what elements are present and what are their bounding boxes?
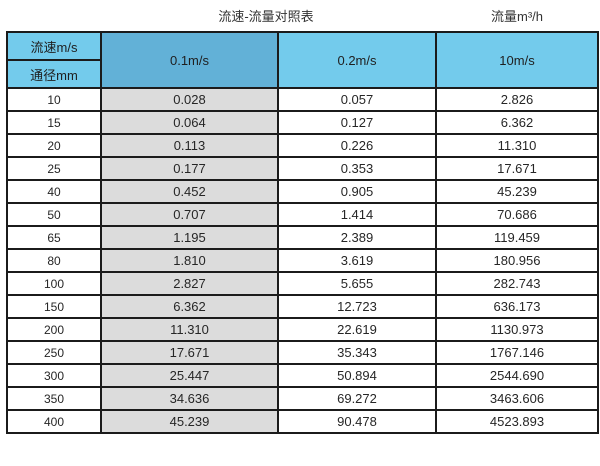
diameter-cell: 80 [6, 248, 102, 273]
value-cell-0-1ms: 34.636 [100, 386, 279, 411]
value-cell-0-1ms: 0.177 [100, 156, 279, 181]
value-cell-0-1ms: 1.195 [100, 225, 279, 250]
diameter-cell: 400 [6, 409, 102, 434]
table-row: 20 0.113 0.226 11.310 [6, 133, 599, 158]
table-row: 50 0.707 1.414 70.686 [6, 202, 599, 227]
value-cell-0-1ms: 0.452 [100, 179, 279, 204]
diameter-cell: 40 [6, 179, 102, 204]
value-cell-10ms: 45.239 [435, 179, 599, 204]
diameter-cell: 250 [6, 340, 102, 365]
diameter-cell: 65 [6, 225, 102, 250]
value-cell-0-2ms: 0.905 [277, 179, 437, 204]
value-cell-0-1ms: 0.064 [100, 110, 279, 135]
column-header-0-2ms: 0.2m/s [277, 31, 437, 89]
table-row: 65 1.195 2.389 119.459 [6, 225, 599, 250]
flow-table: 流速m/s 0.1m/s 0.2m/s 10m/s 通径mm 10 0.028 0.… [6, 31, 599, 434]
value-cell-0-1ms: 1.810 [100, 248, 279, 273]
value-cell-10ms: 4523.893 [435, 409, 599, 434]
table-body: 10 0.028 0.057 2.826 15 0.064 0.127 6.362 20 0.11… [6, 87, 599, 434]
velocity-unit-header: 流速m/s [6, 31, 102, 61]
diameter-cell: 50 [6, 202, 102, 227]
value-cell-0-2ms: 90.478 [277, 409, 437, 434]
table-row: 40 0.452 0.905 45.239 [6, 179, 599, 204]
table-row: 10 0.028 0.057 2.826 [6, 87, 599, 112]
value-cell-0-2ms: 0.057 [277, 87, 437, 112]
value-cell-0-2ms: 0.127 [277, 110, 437, 135]
value-cell-10ms: 1130.973 [435, 317, 599, 342]
diameter-cell: 200 [6, 317, 102, 342]
diameter-cell: 10 [6, 87, 102, 112]
value-cell-10ms: 17.671 [435, 156, 599, 181]
diameter-cell: 20 [6, 133, 102, 158]
value-cell-10ms: 119.459 [435, 225, 599, 250]
value-cell-10ms: 2.826 [435, 87, 599, 112]
value-cell-0-1ms: 11.310 [100, 317, 279, 342]
value-cell-0-2ms: 35.343 [277, 340, 437, 365]
value-cell-10ms: 636.173 [435, 294, 599, 319]
value-cell-10ms: 1767.146 [435, 340, 599, 365]
header-row-velocity: 流速m/s 0.1m/s 0.2m/s 10m/s [6, 31, 599, 89]
diameter-cell: 300 [6, 363, 102, 388]
header-row-diameter: 通径mm [6, 59, 598, 89]
table-row: 350 34.636 69.272 3463.606 [6, 386, 599, 411]
table-row: 250 17.671 35.343 1767.146 [6, 340, 599, 365]
diameter-cell: 150 [6, 294, 102, 319]
value-cell-0-2ms: 22.619 [277, 317, 437, 342]
table-row: 100 2.827 5.655 282.743 [6, 271, 599, 296]
value-cell-10ms: 3463.606 [435, 386, 599, 411]
value-cell-0-2ms: 69.272 [277, 386, 437, 411]
table-row: 80 1.810 3.619 180.956 [6, 248, 599, 273]
value-cell-10ms: 70.686 [435, 202, 599, 227]
diameter-cell: 100 [6, 271, 102, 296]
value-cell-0-1ms: 0.028 [100, 87, 279, 112]
table-row: 300 25.447 50.894 2544.690 [6, 363, 599, 388]
value-cell-0-1ms: 0.707 [100, 202, 279, 227]
value-cell-10ms: 6.362 [435, 110, 599, 135]
value-cell-0-1ms: 6.362 [100, 294, 279, 319]
value-cell-0-2ms: 1.414 [277, 202, 437, 227]
column-header-0-1ms: 0.1m/s [100, 31, 279, 89]
diameter-cell: 25 [6, 156, 102, 181]
caption-bar: 流速-流量对照表 流量m³/h [0, 0, 600, 31]
value-cell-0-2ms: 12.723 [277, 294, 437, 319]
table-row: 25 0.177 0.353 17.671 [6, 156, 599, 181]
flow-unit-label: 流量m³/h [490, 9, 544, 24]
value-cell-10ms: 180.956 [435, 248, 599, 273]
column-header-10ms: 10m/s [435, 31, 599, 89]
value-cell-0-2ms: 0.353 [277, 156, 437, 181]
value-cell-10ms: 282.743 [435, 271, 599, 296]
value-cell-0-1ms: 2.827 [100, 271, 279, 296]
table-row: 200 11.310 22.619 1130.973 [6, 317, 599, 342]
table-header: 流速m/s 0.1m/s 0.2m/s 10m/s 通径mm [6, 31, 599, 89]
value-cell-0-2ms: 50.894 [277, 363, 437, 388]
value-cell-0-1ms: 25.447 [100, 363, 279, 388]
value-cell-0-1ms: 45.239 [100, 409, 279, 434]
value-cell-0-2ms: 3.619 [277, 248, 437, 273]
table-row: 400 45.239 90.478 4523.893 [6, 409, 599, 434]
table-title: 流速-流量对照表 [218, 9, 314, 24]
value-cell-10ms: 11.310 [435, 133, 599, 158]
value-cell-0-1ms: 17.671 [100, 340, 279, 365]
value-cell-0-2ms: 2.389 [277, 225, 437, 250]
value-cell-0-2ms: 5.655 [277, 271, 437, 296]
value-cell-10ms: 2544.690 [435, 363, 599, 388]
table-row: 150 6.362 12.723 636.173 [6, 294, 599, 319]
value-cell-0-1ms: 0.113 [100, 133, 279, 158]
diameter-cell: 15 [6, 110, 102, 135]
diameter-cell: 350 [6, 386, 102, 411]
value-cell-0-2ms: 0.226 [277, 133, 437, 158]
diameter-unit-header: 通径mm [6, 59, 102, 89]
table-row: 15 0.064 0.127 6.362 [6, 110, 599, 135]
